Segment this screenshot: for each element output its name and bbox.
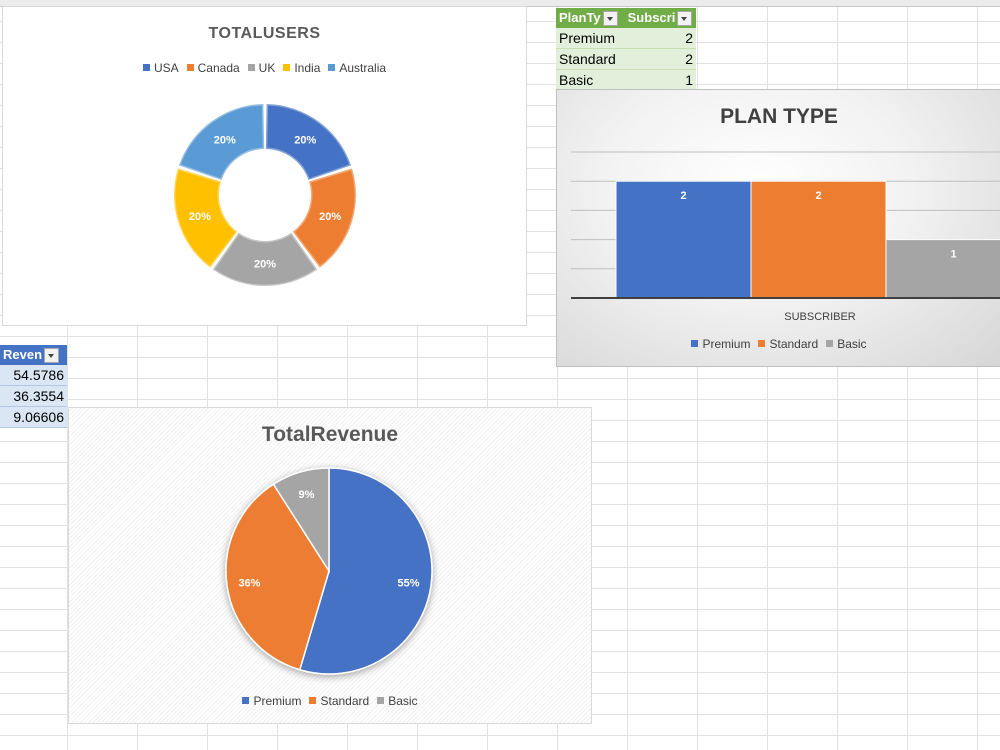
plan-cell[interactable]: Premium: [556, 28, 625, 49]
pie-group: [225, 467, 433, 675]
pie-slice-standard[interactable]: [225, 483, 330, 671]
plan-type-chart[interactable]: PLAN TYPE 2 2 1 SUBSCRIBER Premium Standard B…: [556, 89, 1000, 367]
legend-swatch: [309, 697, 317, 705]
legend-swatch: [377, 697, 385, 705]
chart-legend[interactable]: Premium Standard Basic: [69, 694, 591, 708]
legend-label: Standard: [320, 694, 370, 708]
doughnut-slice-australia[interactable]: [177, 102, 266, 182]
chart-title[interactable]: TOTALUSERS: [208, 25, 321, 42]
revenue-cell[interactable]: 54.5786: [0, 365, 67, 386]
data-label: 20%: [319, 211, 341, 223]
total-users-chart[interactable]: TOTALUSERS USA Canada UK India Australia 20%…: [2, 6, 527, 326]
table-row[interactable]: Premium 2: [556, 28, 696, 49]
legend-entry[interactable]: Basic: [826, 337, 867, 351]
chart-legend[interactable]: Premium Standard Basic: [557, 337, 1000, 351]
legend-label: Premium: [253, 694, 302, 708]
table-row[interactable]: 54.5786: [0, 365, 67, 386]
data-label: 9%: [298, 489, 314, 501]
data-label: 20%: [254, 259, 276, 271]
legend-swatch: [826, 340, 834, 348]
revenue-cell[interactable]: 36.3554: [0, 385, 67, 407]
subscriber-header[interactable]: Subscri: [624, 8, 696, 28]
legend-swatch: [186, 64, 194, 72]
legend-entry[interactable]: UK: [247, 61, 276, 75]
chart-legend[interactable]: USA Canada UK India Australia: [3, 61, 526, 75]
filter-dropdown-icon[interactable]: [602, 11, 618, 27]
chart-title[interactable]: TotalRevenue: [261, 423, 399, 446]
legend-entry[interactable]: Standard: [758, 337, 818, 351]
legend-entry[interactable]: Premium: [242, 694, 301, 708]
table-row[interactable]: Basic 1: [556, 69, 696, 91]
data-label: 1: [950, 249, 956, 261]
revenue-table[interactable]: Reven 54.5786 36.3554 9.06606: [0, 345, 67, 428]
table-row[interactable]: Standard 2: [556, 48, 696, 70]
chart-title[interactable]: PLAN TYPE: [720, 105, 838, 128]
pie-slice-premium[interactable]: [298, 467, 433, 675]
legend-label: Basic: [388, 694, 418, 708]
doughnut-slice-usa[interactable]: [264, 102, 353, 182]
doughnut-slice-canada[interactable]: [290, 166, 358, 270]
legend-label: Canada: [197, 61, 240, 75]
legend-entry[interactable]: Standard: [309, 694, 369, 708]
bar-basic[interactable]: [885, 239, 1000, 299]
count-cell[interactable]: 2: [624, 28, 696, 49]
bar-standard[interactable]: [750, 180, 887, 299]
legend-label: Basic: [837, 337, 867, 351]
legend-label: UK: [258, 61, 276, 75]
bar-plot[interactable]: 2 2 1 SUBSCRIBER: [557, 90, 1000, 366]
legend-label: USA: [153, 61, 179, 75]
data-label: 20%: [189, 211, 211, 223]
revenue-header[interactable]: Reven: [0, 345, 67, 365]
revenue-cell[interactable]: 9.06606: [0, 406, 67, 428]
pie-plot[interactable]: 55% 36% 9%: [69, 408, 591, 723]
plan-type-header[interactable]: PlanTy: [556, 8, 625, 28]
legend-swatch: [142, 64, 150, 72]
data-label: 55%: [397, 578, 419, 590]
table-row[interactable]: 9.06606: [0, 406, 67, 428]
legend-entry[interactable]: Premium: [691, 337, 750, 351]
legend-entry[interactable]: India: [283, 61, 320, 75]
data-label: 20%: [294, 135, 316, 147]
plan-cell[interactable]: Basic: [556, 69, 625, 91]
legend-label: Standard: [769, 337, 819, 351]
doughnut-slice-uk[interactable]: [210, 230, 320, 288]
plan-cell[interactable]: Standard: [556, 48, 625, 70]
legend-entry[interactable]: Canada: [186, 61, 240, 75]
legend-swatch: [328, 64, 336, 72]
table-row[interactable]: 36.3554: [0, 385, 67, 407]
data-label: 2: [680, 190, 686, 202]
doughnut-slice-india[interactable]: [172, 166, 240, 270]
plan-table[interactable]: PlanTy Subscri Premium 2 Standard 2 Basi…: [556, 8, 696, 91]
count-cell[interactable]: 2: [624, 48, 696, 70]
legend-entry[interactable]: Australia: [328, 61, 386, 75]
filter-dropdown-icon[interactable]: [677, 11, 693, 27]
legend-swatch: [242, 697, 250, 705]
legend-label: Premium: [702, 337, 751, 351]
legend-swatch: [758, 340, 766, 348]
legend-swatch: [283, 64, 291, 72]
filter-dropdown-icon[interactable]: [44, 348, 60, 364]
pie-slice-basic[interactable]: [272, 467, 330, 574]
count-cell[interactable]: 1: [624, 69, 696, 91]
doughnut-plot[interactable]: 20% 20% 20% 20% 20%: [3, 7, 526, 325]
bar-premium[interactable]: [615, 180, 752, 299]
data-label: 2: [815, 190, 821, 202]
total-revenue-chart[interactable]: TotalRevenue 55% 36% 9% Premium Standard Bas…: [68, 407, 592, 724]
legend-entry[interactable]: Basic: [377, 694, 418, 708]
legend-swatch: [247, 64, 255, 72]
x-axis-label: SUBSCRIBER: [784, 311, 856, 323]
legend-label: Australia: [339, 61, 387, 75]
legend-swatch: [691, 340, 699, 348]
legend-label: India: [294, 61, 321, 75]
data-label: 36%: [238, 577, 260, 589]
legend-entry[interactable]: USA: [142, 61, 179, 75]
data-label: 20%: [214, 135, 236, 147]
